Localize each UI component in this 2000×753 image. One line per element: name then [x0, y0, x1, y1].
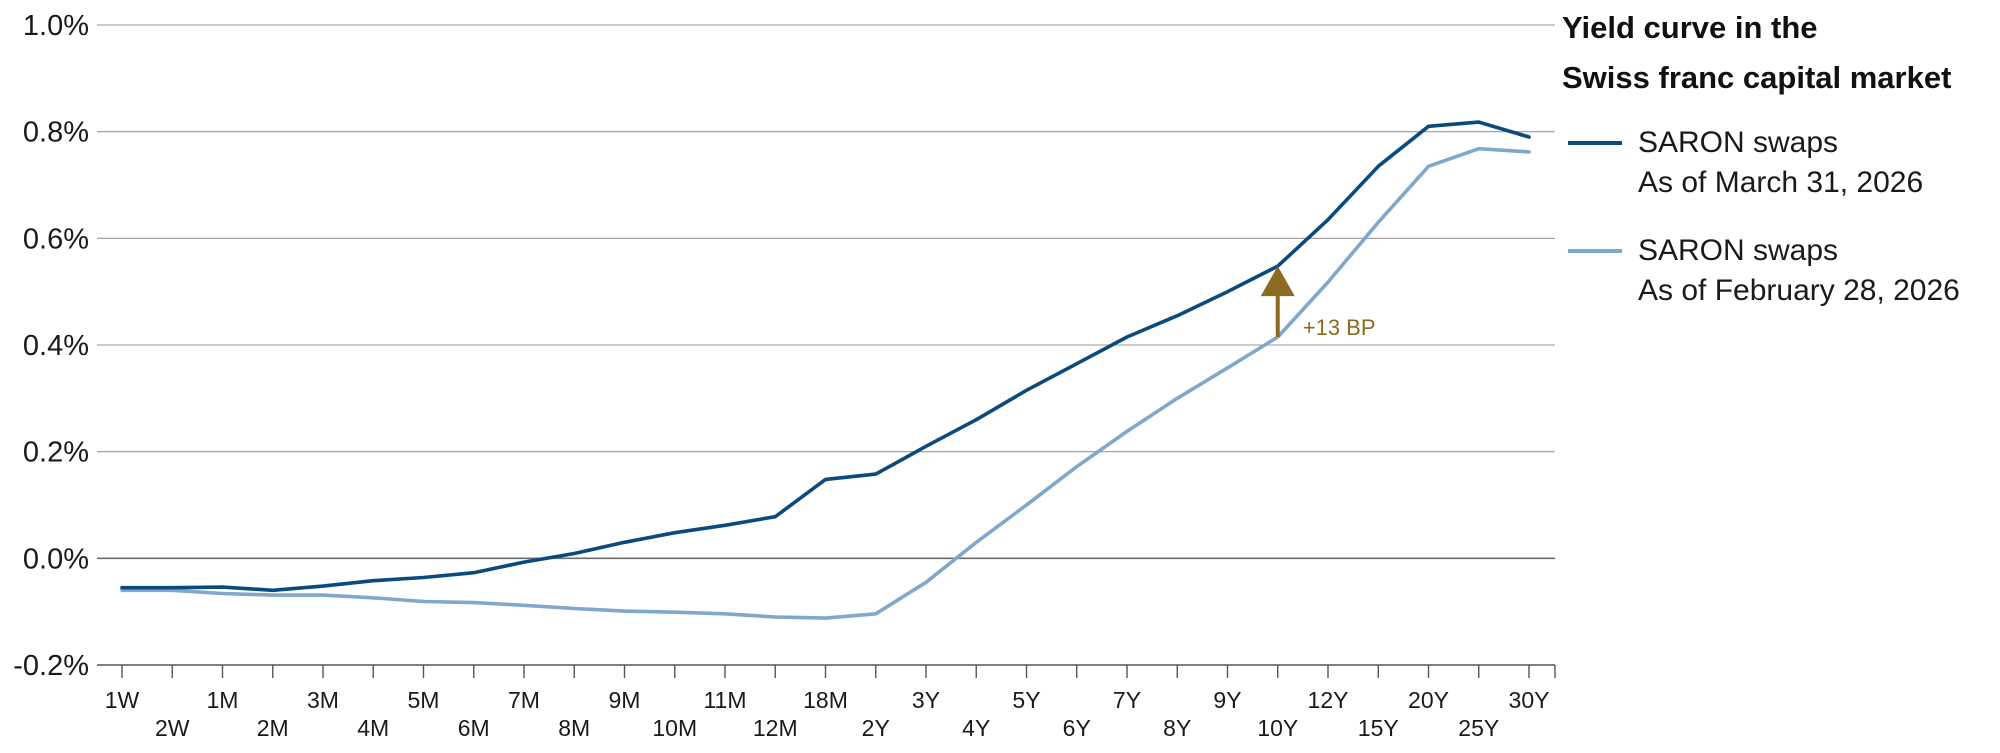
- x-tick-label: 5M: [408, 687, 440, 713]
- legend-label-march-line-1: SARON swaps: [1638, 126, 1838, 159]
- x-tick-label: 3Y: [912, 687, 940, 713]
- y-tick-label: 0.0%: [23, 543, 89, 575]
- series-line-february: [120, 146, 1531, 620]
- y-tick-label: 0.6%: [23, 223, 89, 255]
- x-tick-label: 8Y: [1163, 715, 1191, 741]
- legend: Yield curve in the Swiss franc capital m…: [1562, 10, 1960, 307]
- x-tick-label: 7M: [508, 687, 540, 713]
- x-tick-label: 10Y: [1257, 715, 1298, 741]
- x-tick-label: 8M: [558, 715, 590, 741]
- y-tick-label: 0.2%: [23, 437, 89, 469]
- y-tick-label: 0.4%: [23, 330, 89, 362]
- x-tick-label: 18M: [803, 687, 848, 713]
- x-tick-label: 3M: [307, 687, 339, 713]
- x-tick-label: 25Y: [1458, 715, 1499, 741]
- legend-label-february-line-2: As of February 28, 2026: [1638, 274, 1960, 307]
- legend-label-february-line-1: SARON swaps: [1638, 234, 1838, 267]
- annotation-arrow-head: [1260, 266, 1295, 297]
- x-tick-label: 7Y: [1113, 687, 1141, 713]
- y-tick-label: 0.8%: [23, 117, 89, 149]
- y-tick-label: -0.2%: [13, 650, 89, 682]
- chart-title-line-2: Swiss franc capital market: [1562, 60, 1951, 95]
- x-tick-label: 1M: [207, 687, 239, 713]
- series-lines: [120, 120, 1531, 620]
- x-tick-label: 20Y: [1408, 687, 1449, 713]
- y-tick-label: 1.0%: [23, 10, 89, 42]
- y-axis-ticks: -0.2% 0.0% 0.2% 0.4% 0.6% 0.8% 1.0%: [13, 10, 89, 682]
- x-tick-label: 4Y: [962, 715, 990, 741]
- x-tick-label: 6Y: [1063, 715, 1091, 741]
- x-tick-label: 5Y: [1012, 687, 1040, 713]
- x-tick-label: 2M: [257, 715, 289, 741]
- x-tick-label: 10M: [652, 715, 697, 741]
- x-tick-label: 9Y: [1213, 687, 1241, 713]
- x-tick-label: 1W: [105, 687, 140, 713]
- x-tick-label: 12Y: [1308, 687, 1349, 713]
- chart-title-line-1: Yield curve in the: [1562, 10, 1818, 45]
- x-tick-label: 2Y: [862, 715, 890, 741]
- series-line-march: [120, 120, 1531, 593]
- x-tick-label: 6M: [458, 715, 490, 741]
- annotation-label: +13 BP: [1303, 315, 1376, 340]
- x-tick-label: 11M: [703, 687, 746, 713]
- x-tick-label: 9M: [609, 687, 641, 713]
- x-tick-label: 4M: [357, 715, 389, 741]
- legend-label-march-line-2: As of March 31, 2026: [1638, 166, 1923, 199]
- annotation: +13 BP: [1260, 266, 1376, 340]
- x-tick-label: 12M: [753, 715, 798, 741]
- x-tick-label: 30Y: [1509, 687, 1550, 713]
- x-tick-label: 2W: [155, 715, 190, 741]
- gridlines: [97, 24, 1555, 666]
- x-tick-label: 15Y: [1358, 715, 1399, 741]
